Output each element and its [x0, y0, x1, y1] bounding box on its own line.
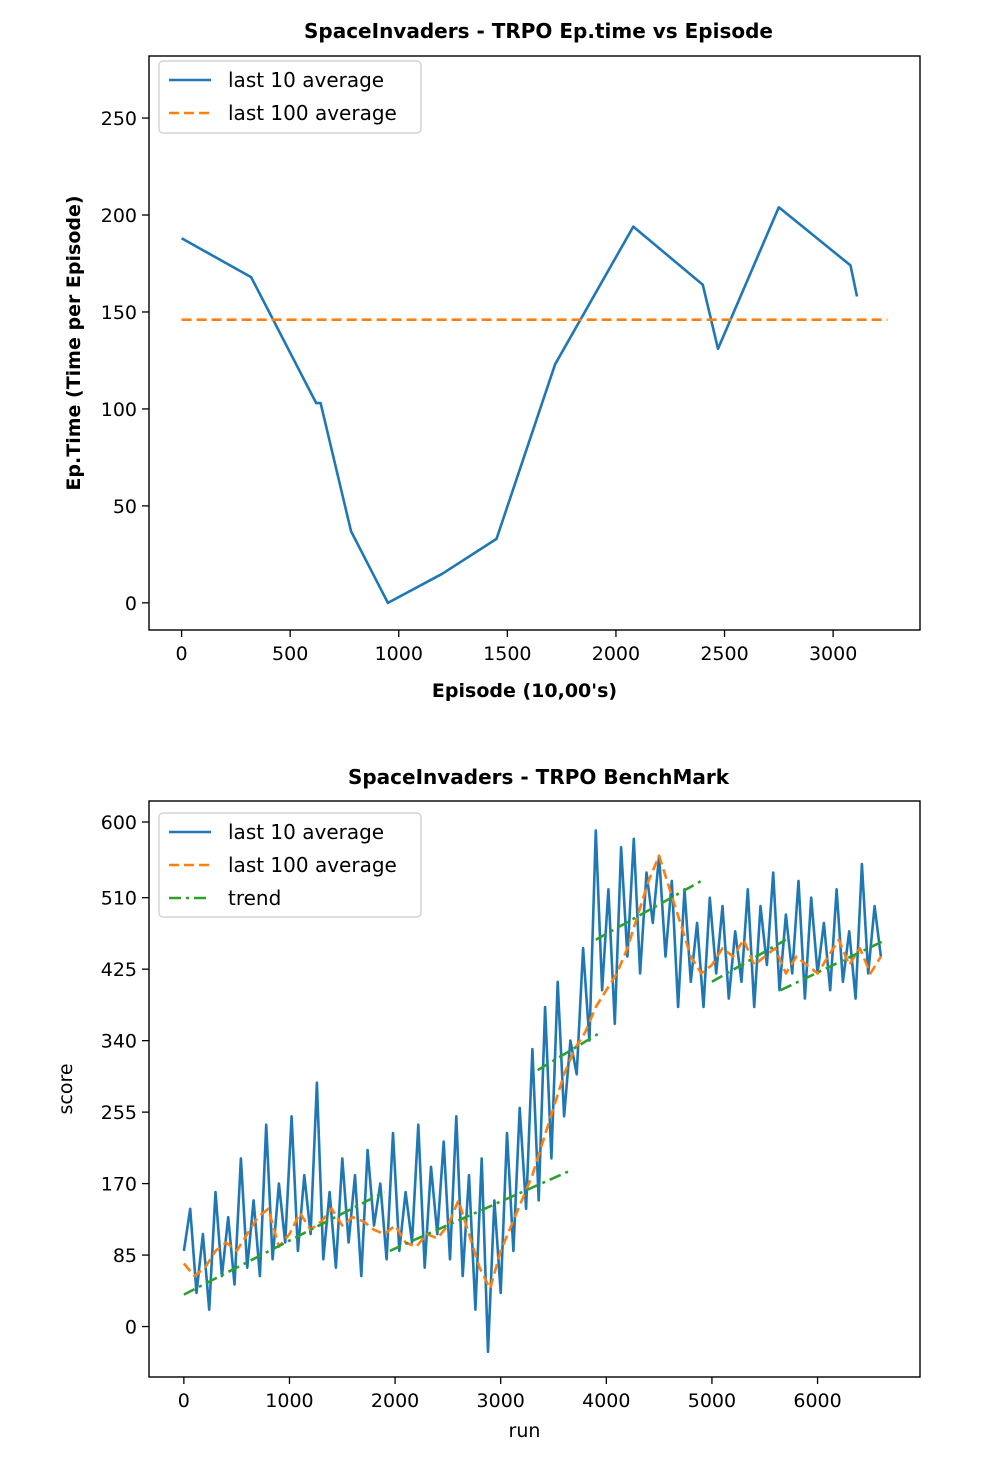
x-tick-label: 0 — [178, 1390, 190, 1412]
x-tick-label: 4000 — [582, 1390, 630, 1412]
x-tick-label: 3000 — [809, 643, 857, 665]
legend-box — [158, 812, 422, 918]
legend-entry: last 10 average — [228, 68, 384, 92]
legend-entry: trend — [228, 886, 281, 910]
x-tick-label: 2000 — [371, 1390, 419, 1412]
x-axis-label: Episode (10,00's) — [432, 680, 617, 702]
series-solid-line — [180, 206, 859, 605]
x-tick-label: 1000 — [375, 643, 423, 665]
y-tick-label: 170 — [101, 1174, 137, 1196]
legend: last 10 average last 100 average — [158, 60, 422, 134]
x-tick-label: 3000 — [477, 1390, 525, 1412]
series-dashdot-line — [537, 1031, 602, 1072]
series-dashdot-line — [780, 938, 887, 992]
y-tick-label: 600 — [101, 812, 137, 834]
legend-entry: last 10 average — [228, 820, 384, 844]
legend-box — [158, 60, 422, 134]
chart-title: SpaceInvaders - TRPO BenchMark — [348, 765, 730, 789]
x-tick-label: 2500 — [700, 643, 748, 665]
plot-area — [180, 206, 888, 605]
plot-area — [182, 829, 887, 1354]
x-tick-label: 500 — [272, 643, 308, 665]
y-tick-label: 200 — [101, 205, 137, 227]
chart-title: SpaceInvaders - TRPO Ep.time vs Episode — [304, 19, 773, 43]
series-dashed-line — [182, 854, 883, 1290]
y-tick-label: 250 — [101, 108, 137, 130]
y-tick-label: 50 — [113, 496, 137, 518]
axes-frame — [148, 800, 921, 1378]
x-tick-label: 2000 — [592, 643, 640, 665]
y-tick-label: 425 — [101, 959, 137, 981]
y-axis-label: Ep.Time (Time per Episode) — [63, 195, 85, 490]
y-tick-label: 255 — [101, 1102, 137, 1124]
x-tick-label: 6000 — [793, 1390, 841, 1412]
x-axis-label: run — [509, 1420, 541, 1442]
series-dashdot-line — [389, 1169, 570, 1253]
series-solid-line — [182, 829, 883, 1354]
x-tick-label: 5000 — [688, 1390, 736, 1412]
legend-entry: last 100 average — [228, 101, 397, 125]
y-tick-label: 150 — [101, 302, 137, 324]
y-tick-label: 510 — [101, 888, 137, 910]
chart-1: SpaceInvaders - TRPO Ep.time vs Episode 0… — [63, 19, 921, 702]
y-axis-label: score — [55, 1063, 77, 1114]
y-tick-label: 85 — [113, 1245, 137, 1267]
x-tick-label: 1000 — [265, 1390, 313, 1412]
y-tick-label: 340 — [101, 1031, 137, 1053]
y-tick-label: 100 — [101, 399, 137, 421]
y-tick-label: 0 — [125, 593, 137, 615]
series-dashdot-line — [595, 879, 703, 941]
x-tick-label: 1500 — [483, 643, 531, 665]
legend: last 10 average last 100 average trend — [158, 812, 422, 918]
y-tick-label: 0 — [125, 1317, 137, 1339]
series-dashdot-line — [711, 938, 787, 983]
axes-frame — [148, 55, 921, 631]
chart-2: SpaceInvaders - TRPO BenchMark 0 1000 2000 3… — [55, 765, 921, 1442]
legend-entry: last 100 average — [228, 853, 397, 877]
x-tick-label: 0 — [176, 643, 188, 665]
